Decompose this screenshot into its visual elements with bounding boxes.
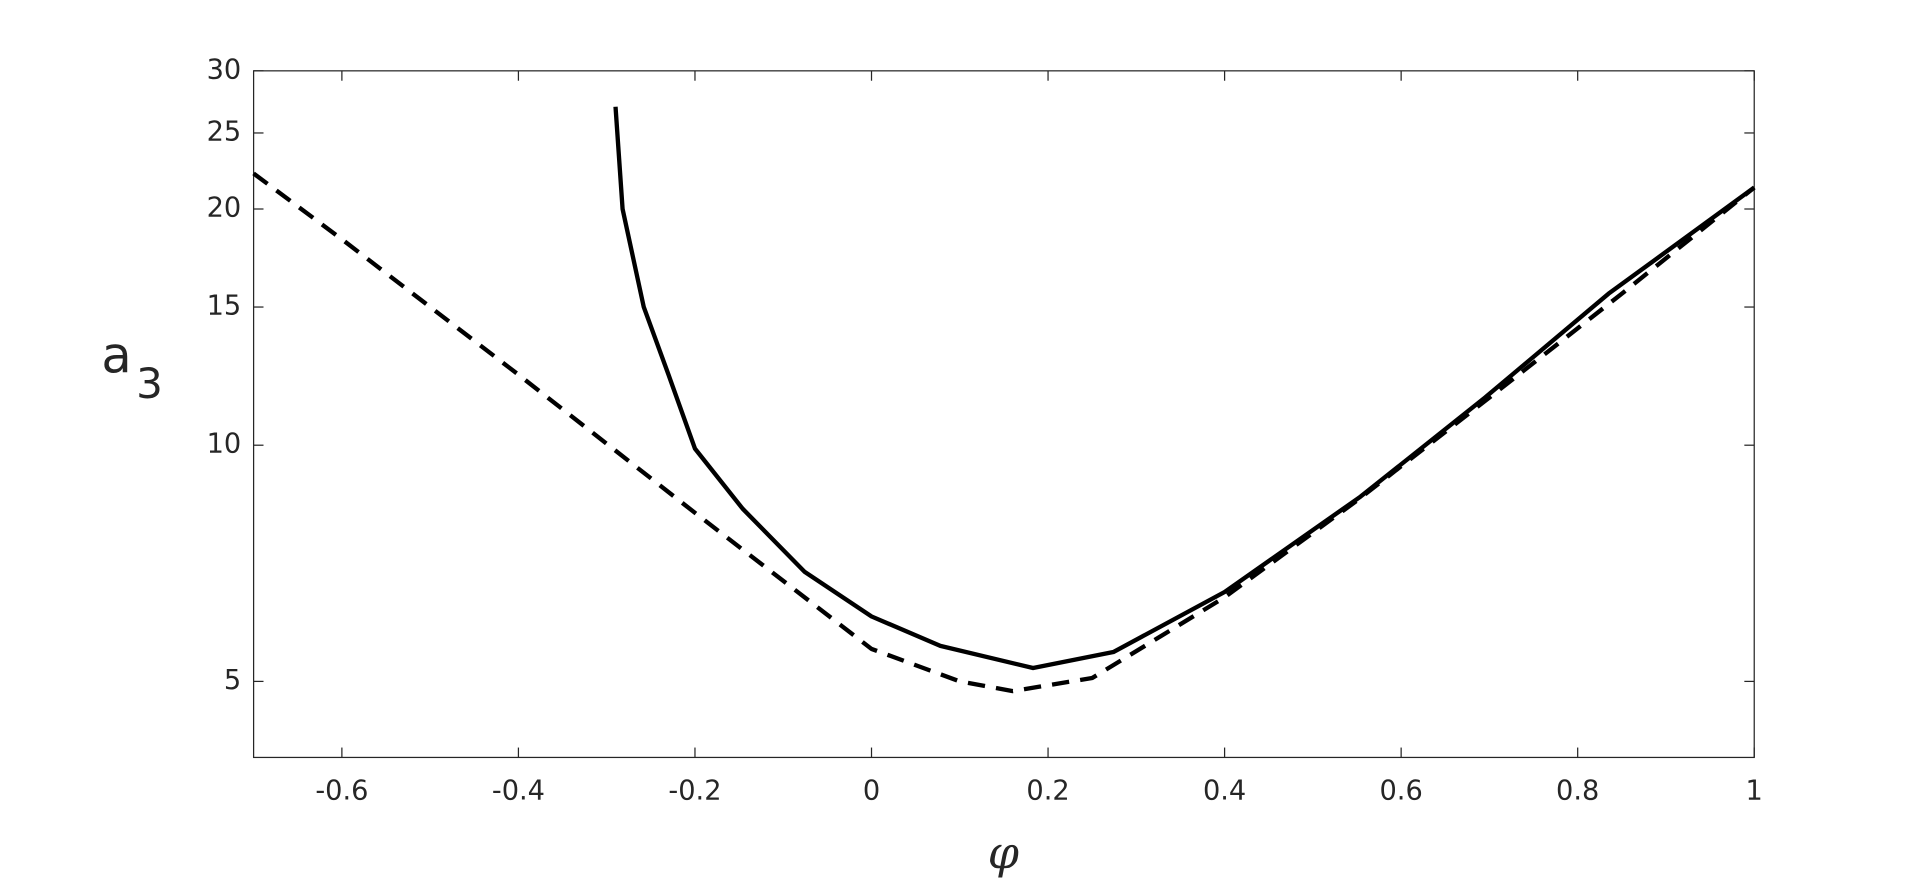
x-axis-label: φ <box>988 827 1019 879</box>
dashed-line <box>252 171 1756 694</box>
y-axis-label-subscript: 3 <box>136 359 163 408</box>
y-tick-label: 15 <box>207 291 242 322</box>
y-tick-label: 30 <box>207 54 242 85</box>
y-axis-label: a <box>101 327 131 385</box>
y-tick-label: 10 <box>207 429 242 460</box>
plot-frame <box>252 70 1755 759</box>
x-tick-label: -0.2 <box>668 776 721 807</box>
solid-line <box>613 106 1756 671</box>
y-tick-label: 5 <box>224 665 241 696</box>
x-tick-label: -0.4 <box>492 776 545 807</box>
x-tick-label: 0.8 <box>1556 776 1599 807</box>
x-tick-label: 0.2 <box>1026 776 1069 807</box>
x-tick-label: 0.4 <box>1203 776 1246 807</box>
x-tick-label: 0 <box>863 776 880 807</box>
x-tick-label: 0.6 <box>1380 776 1423 807</box>
x-tick-label: 1 <box>1746 776 1763 807</box>
x-tick-label: -0.6 <box>315 776 368 807</box>
y-tick-label: 20 <box>207 193 242 224</box>
y-tick-label: 25 <box>207 116 242 147</box>
